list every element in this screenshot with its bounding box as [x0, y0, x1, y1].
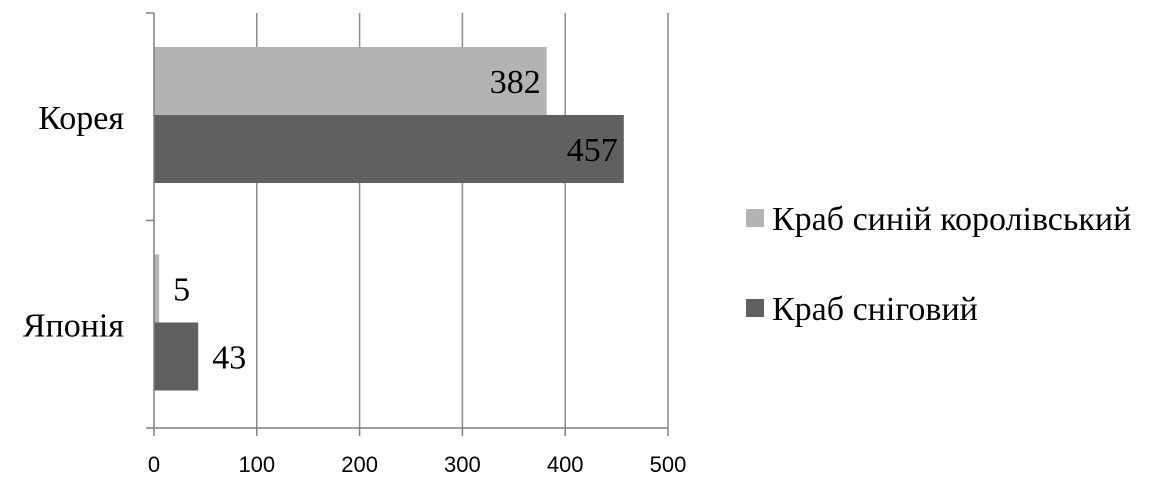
data-label: 43	[212, 340, 246, 377]
category-label: Японія	[23, 307, 125, 344]
data-label: 382	[490, 64, 541, 101]
bars	[154, 47, 624, 391]
legend: Краб синій королівський Краб сніговий	[746, 201, 1131, 328]
x-tick-label: 0	[148, 452, 160, 477]
data-label: 457	[567, 132, 618, 169]
legend-label: Краб синій королівський	[772, 201, 1131, 238]
x-tick-label: 300	[444, 452, 481, 477]
category-label: Корея	[38, 100, 124, 137]
bar-0-1	[154, 115, 624, 183]
bar-0-0	[154, 47, 547, 115]
x-tick-label: 400	[547, 452, 584, 477]
data-label: 5	[173, 272, 190, 309]
axes	[146, 12, 669, 436]
labels: 382 457 Корея 5 43 Японія 0 100 200 300 400 500	[23, 64, 687, 477]
x-tick-label: 500	[650, 452, 687, 477]
legend-swatch	[746, 299, 764, 317]
legend-label: Краб сніговий	[772, 291, 978, 328]
legend-swatch	[746, 209, 764, 227]
bar-1-1	[154, 322, 199, 391]
x-tick-label: 200	[341, 452, 378, 477]
x-tick-label: 100	[238, 452, 275, 477]
bar-1-0	[154, 254, 160, 323]
